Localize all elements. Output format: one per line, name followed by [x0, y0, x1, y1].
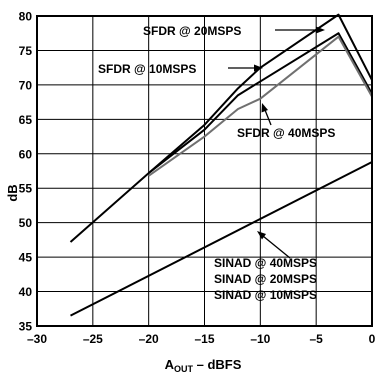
arrowhead-sfdr-40 — [261, 103, 268, 113]
arrowhead-sfdr-20 — [316, 26, 325, 34]
y-tick-label: 60 — [19, 147, 33, 161]
x-tick-label: –15 — [194, 332, 214, 346]
y-tick-labels: 35 40 45 50 55 60 65 70 75 80 — [19, 10, 33, 334]
annotation-sfdr-40: SFDR @ 40MSPS — [237, 126, 335, 140]
annotation-sfdr-10: SFDR @ 10MSPS — [98, 62, 196, 76]
x-axis-label: AOUT – dBFS — [165, 357, 242, 374]
y-tick-label: 35 — [19, 320, 33, 334]
y-tick-label: 45 — [19, 251, 33, 265]
annotations: SFDR @ 20MSPS SFDR @ 10MSPS SFDR @ 40MSP… — [98, 24, 335, 302]
y-tick-label: 55 — [19, 182, 33, 196]
annotation-sfdr-20: SFDR @ 20MSPS — [143, 24, 241, 38]
y-tick-label: 80 — [19, 10, 33, 24]
y-tick-label: 70 — [19, 78, 33, 92]
y-axis-label: dB — [5, 184, 20, 201]
arrow-sfdr-40 — [264, 109, 272, 126]
x-tick-label: –30 — [27, 332, 47, 346]
y-tick-label: 40 — [19, 285, 33, 299]
series-lines — [69, 13, 373, 317]
series-line-2 — [148, 35, 373, 177]
x-axis-label-main: A — [165, 357, 175, 372]
plot-frame — [36, 15, 373, 327]
x-tick-label: –10 — [250, 332, 270, 346]
y-tick-label: 65 — [19, 113, 33, 127]
y-tick-label: 50 — [19, 216, 33, 230]
x-tick-label: –25 — [83, 332, 103, 346]
series-line-3 — [70, 161, 373, 317]
arrow-sinad — [262, 235, 291, 259]
annotation-sinad-10: SINAD @ 10MSPS — [214, 288, 317, 302]
annotation-sinad-40: SINAD @ 40MSPS — [214, 256, 317, 270]
x-axis-label-subscript: OUT — [174, 364, 194, 374]
x-axis-label-rest: – dBFS — [193, 357, 242, 372]
annotation-sinad-20: SINAD @ 20MSPS — [214, 272, 317, 286]
arrowhead-sinad — [257, 231, 266, 240]
y-tick-label: 75 — [19, 44, 33, 58]
x-tick-labels: –30 –25 –20 –15 –10 –5 0 — [27, 332, 376, 346]
x-tick-label: –5 — [309, 332, 323, 346]
arrowhead-sfdr-10 — [254, 64, 263, 72]
series-line-1 — [148, 32, 373, 174]
grid — [36, 15, 373, 327]
x-tick-label: –20 — [139, 332, 159, 346]
x-tick-label: 0 — [369, 332, 376, 346]
